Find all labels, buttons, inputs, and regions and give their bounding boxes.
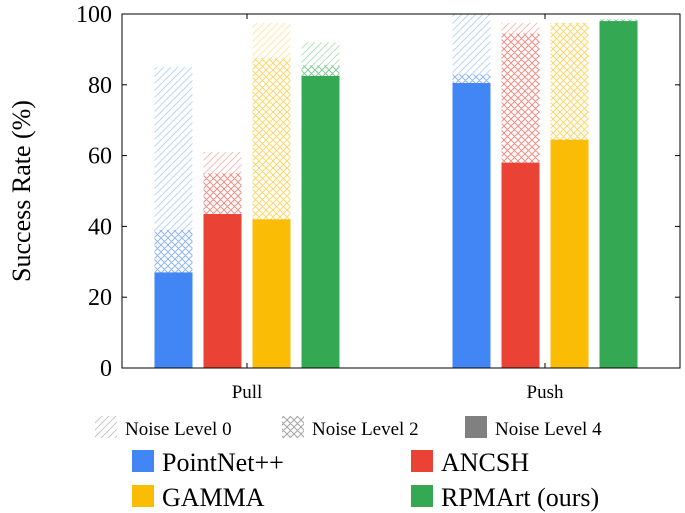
legend-item-pointnet: PointNet++ — [132, 448, 284, 477]
bar-push-gamma-noise-4 — [550, 139, 589, 368]
legend-swatch — [411, 485, 433, 507]
x-tick-label-pull: Pull — [232, 382, 263, 403]
bar-pull-pointnet-noise-4 — [154, 272, 193, 368]
legend-swatch — [465, 416, 487, 438]
axes-layer: 0 20 40 60 80 100 Pull Push — [76, 2, 680, 403]
legend-item-noise-level-0: Noise Level 0 — [95, 416, 232, 440]
legend-item-gamma: GAMMA — [132, 483, 265, 512]
y-tick-label: 20 — [88, 285, 112, 311]
legend-item-noise-level-2: Noise Level 2 — [282, 416, 419, 440]
legend-swatch — [282, 416, 304, 438]
legend-label: GAMMA — [162, 483, 265, 512]
y-axis-label: Success Rate (%) — [7, 100, 36, 282]
y-tick-label: 40 — [88, 214, 112, 240]
y-tick-label: 100 — [76, 2, 112, 28]
legend-label: ANCSH — [441, 448, 529, 477]
bar-push-rpmart-ours-noise-4 — [599, 21, 638, 369]
bar-push-ancsh-noise-4 — [501, 162, 540, 368]
y-tick-label: 80 — [88, 73, 112, 99]
legend-swatch — [411, 450, 433, 472]
bar-push-pointnet-noise-4 — [452, 83, 491, 368]
plot-frame — [121, 13, 681, 369]
legend-label: Noise Level 2 — [312, 419, 419, 440]
x-tick-label-push: Push — [527, 382, 564, 403]
legend-label: Noise Level 4 — [495, 419, 602, 440]
bar-pull-rpmart-ours-noise-4 — [301, 75, 340, 368]
legend: Noise Level 0 Noise Level 2 Noise Level 4 P… — [95, 416, 602, 512]
legend-label: Noise Level 0 — [125, 419, 232, 440]
legend-item-ancsh: ANCSH — [411, 448, 529, 477]
bars-layer — [154, 14, 638, 369]
bar-pull-gamma-noise-4 — [252, 219, 291, 368]
bar-pull-ancsh-noise-4 — [203, 214, 242, 368]
y-tick-label: 0 — [100, 356, 112, 382]
legend-swatch — [132, 450, 154, 472]
legend-swatch — [95, 416, 117, 438]
legend-swatch — [132, 485, 154, 507]
legend-label: RPMArt (ours) — [441, 483, 599, 512]
y-tick-label: 60 — [88, 144, 112, 170]
legend-item-rpmart-ours: RPMArt (ours) — [411, 483, 599, 512]
legend-item-noise-level-4: Noise Level 4 — [465, 416, 602, 440]
legend-label: PointNet++ — [162, 448, 284, 477]
